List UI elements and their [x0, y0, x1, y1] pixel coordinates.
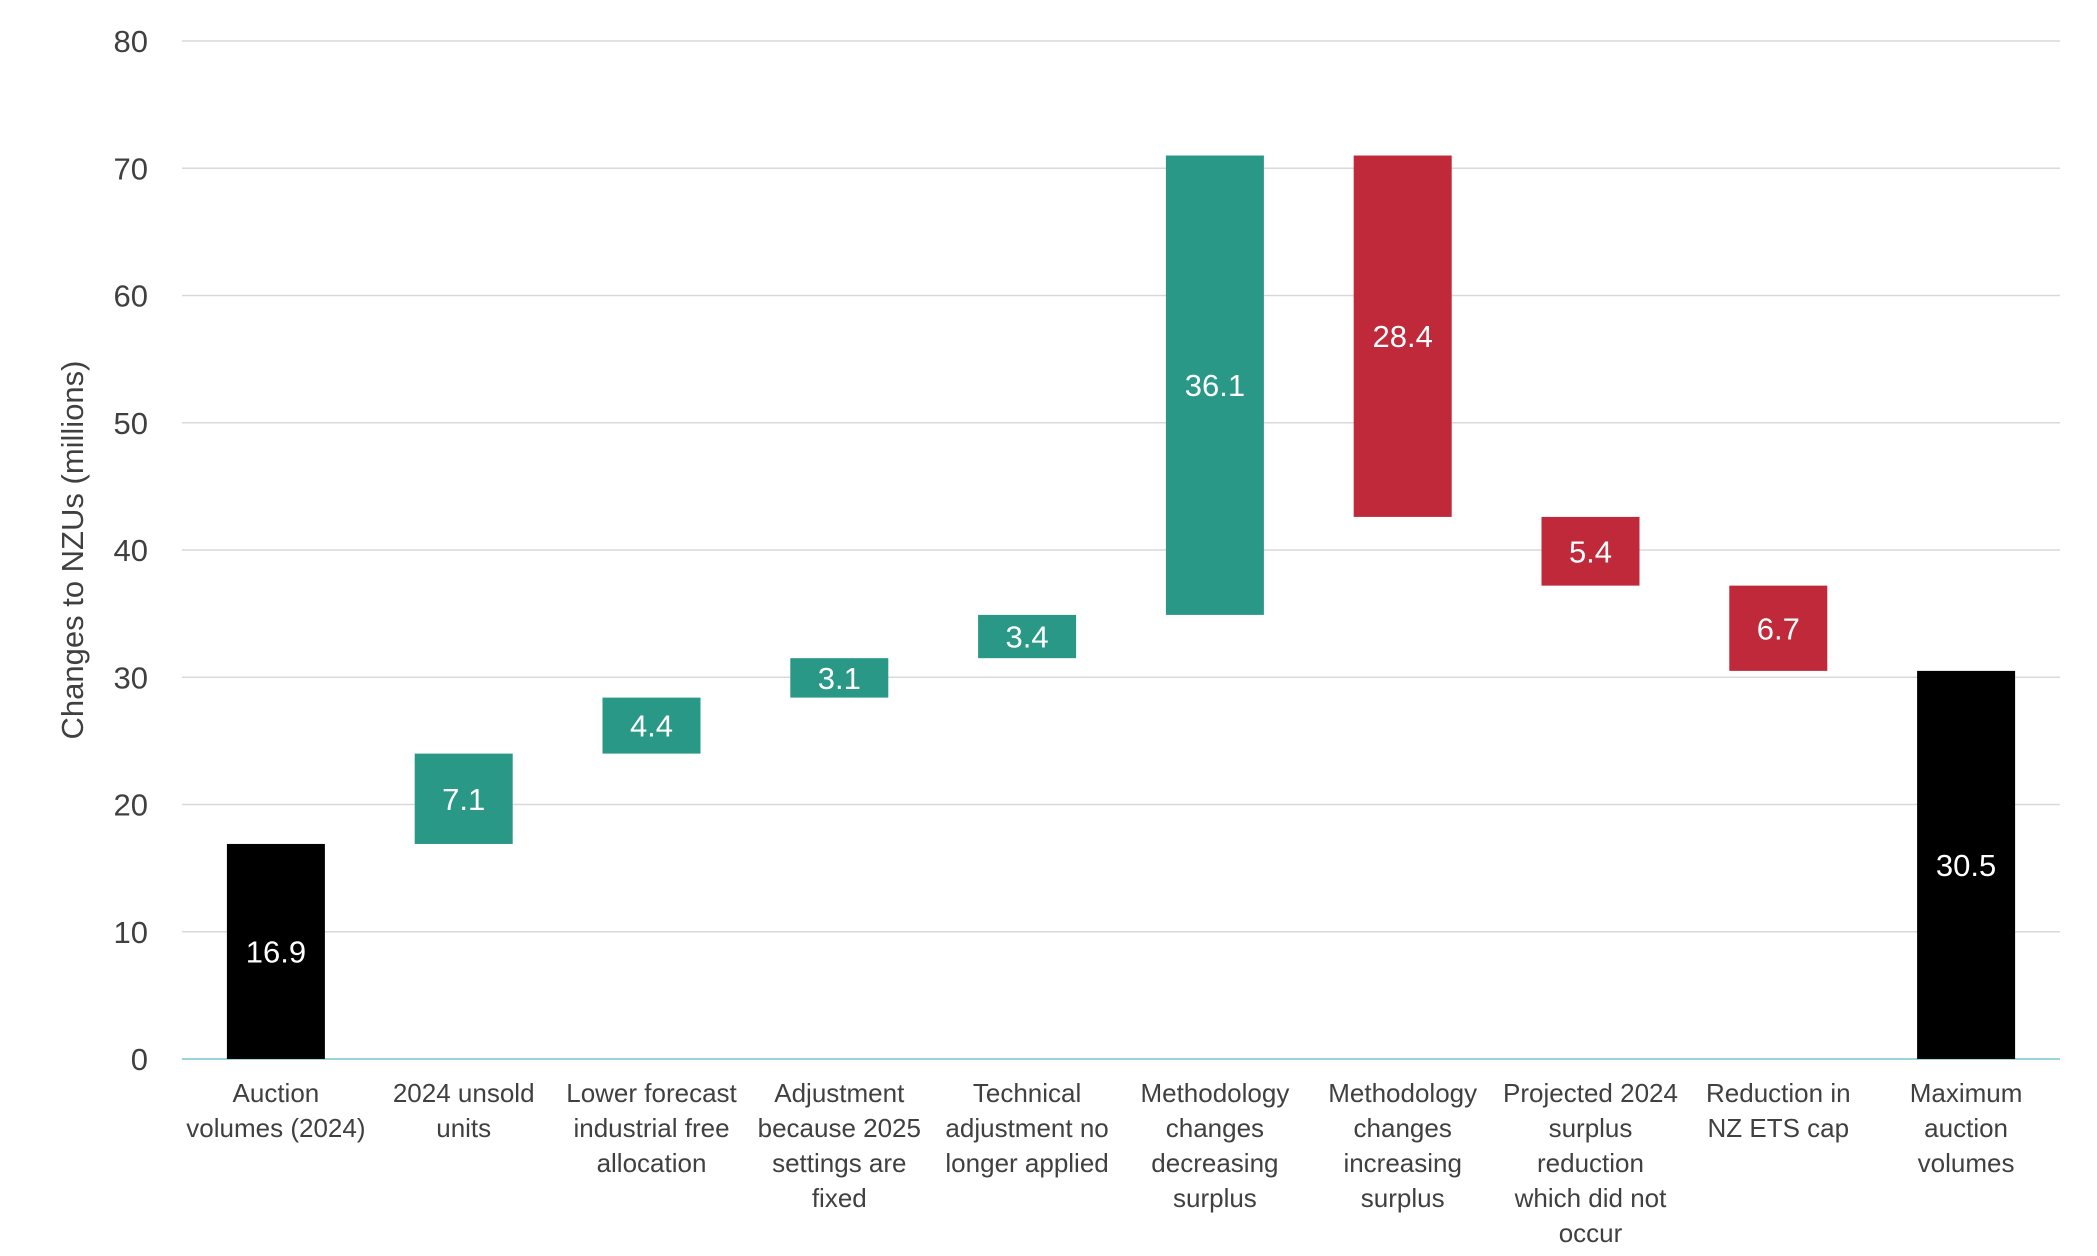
- data-label: 30.5: [1936, 848, 1996, 883]
- x-category-line: volumes (2024): [186, 1113, 365, 1143]
- bar-total: [226, 843, 325, 1059]
- y-tick-label: 50: [114, 406, 148, 441]
- x-category-line: because 2025: [758, 1113, 921, 1143]
- x-category-line: changes: [1166, 1113, 1264, 1143]
- bar-increase: [790, 658, 889, 698]
- data-label: 6.7: [1757, 611, 1800, 646]
- x-category-label: 2024 unsold units: [393, 1078, 535, 1143]
- x-category-line: settings are: [772, 1148, 906, 1178]
- x-category-line: surplus: [1361, 1183, 1445, 1213]
- x-category-label: Adjustment because 2025 settings are fixed: [758, 1078, 921, 1213]
- bar-total: [1917, 670, 2016, 1059]
- data-labels: 16.9 7.1 4.4 3.1 3.4 36.1 28.4 5.4 6.7 30.5: [246, 319, 1997, 969]
- bar-increase: [414, 753, 513, 844]
- data-label: 5.4: [1569, 534, 1612, 569]
- x-category-line: which did not: [1514, 1183, 1668, 1213]
- y-tick-label: 60: [114, 279, 148, 314]
- y-axis-title: Changes to NZUs (millions): [55, 361, 90, 740]
- x-category-label: Methodology changes increasing surplus: [1328, 1078, 1477, 1213]
- gridlines: [182, 40, 2060, 1060]
- y-axis-ticks: 0 10 20 30 40 50 60 70 80: [114, 24, 148, 1077]
- y-tick-label: 20: [114, 788, 148, 823]
- x-category-line: units: [436, 1113, 491, 1143]
- x-category-line: Methodology: [1328, 1078, 1477, 1108]
- y-tick-label: 40: [114, 533, 148, 568]
- y-tick-label: 0: [131, 1042, 148, 1077]
- bar-increase: [1165, 155, 1264, 615]
- x-category-line: increasing: [1343, 1148, 1462, 1178]
- data-label: 3.4: [1006, 620, 1049, 655]
- x-category-line: decreasing: [1151, 1148, 1278, 1178]
- x-category-label: Maximum auction volumes: [1910, 1078, 2023, 1178]
- data-label: 28.4: [1373, 319, 1433, 354]
- x-category-label: Projected 2024 surplus reduction which did …: [1503, 1078, 1678, 1248]
- x-category-line: adjustment no: [945, 1113, 1108, 1143]
- x-category-label: Reduction in NZ ETS cap: [1706, 1078, 1851, 1143]
- x-category-line: auction: [1924, 1113, 2008, 1143]
- x-category-line: surplus: [1549, 1113, 1633, 1143]
- y-tick-label: 10: [114, 915, 148, 950]
- bar-increase: [602, 697, 701, 754]
- y-tick-label: 70: [114, 151, 148, 186]
- y-tick-label: 30: [114, 660, 148, 695]
- x-category-label: Auction volumes (2024): [186, 1078, 365, 1143]
- bars: [226, 155, 2016, 1059]
- bar-increase: [978, 614, 1077, 659]
- x-category-line: surplus: [1173, 1183, 1257, 1213]
- data-label: 16.9: [246, 934, 306, 969]
- x-category-label: Methodology changes decreasing surplus: [1140, 1078, 1289, 1213]
- x-category-line: reduction: [1537, 1148, 1644, 1178]
- data-label: 4.4: [630, 709, 673, 744]
- x-category-line: Reduction in: [1706, 1078, 1851, 1108]
- x-category-line: allocation: [597, 1148, 707, 1178]
- x-category-line: Adjustment: [774, 1078, 905, 1108]
- data-label: 36.1: [1185, 368, 1245, 403]
- x-category-line: fixed: [812, 1183, 867, 1213]
- y-tick-label: 80: [114, 24, 148, 59]
- data-label: 7.1: [442, 782, 485, 817]
- x-category-label: Lower forecast industrial free allocation: [566, 1078, 737, 1178]
- x-category-line: volumes: [1918, 1148, 2015, 1178]
- data-label: 3.1: [818, 661, 861, 696]
- x-category-line: industrial free: [573, 1113, 729, 1143]
- x-category-line: longer applied: [945, 1148, 1108, 1178]
- x-category-line: NZ ETS cap: [1708, 1113, 1850, 1143]
- x-category-line: Maximum: [1910, 1078, 2023, 1108]
- x-category-line: Auction: [233, 1078, 320, 1108]
- x-category-line: Lower forecast: [566, 1078, 737, 1108]
- x-category-label: Technical adjustment no longer applied: [945, 1078, 1108, 1178]
- bar-decrease: [1353, 155, 1452, 517]
- x-category-line: Methodology: [1140, 1078, 1289, 1108]
- x-category-line: Technical: [973, 1078, 1081, 1108]
- bar-decrease: [1541, 516, 1640, 586]
- x-category-line: Projected 2024: [1503, 1078, 1678, 1108]
- x-category-line: occur: [1559, 1218, 1623, 1248]
- x-category-line: changes: [1354, 1113, 1452, 1143]
- x-category-line: 2024 unsold: [393, 1078, 535, 1108]
- x-axis-categories: Auction volumes (2024) 2024 unsold units Low…: [186, 1078, 2022, 1248]
- bar-decrease: [1729, 585, 1828, 671]
